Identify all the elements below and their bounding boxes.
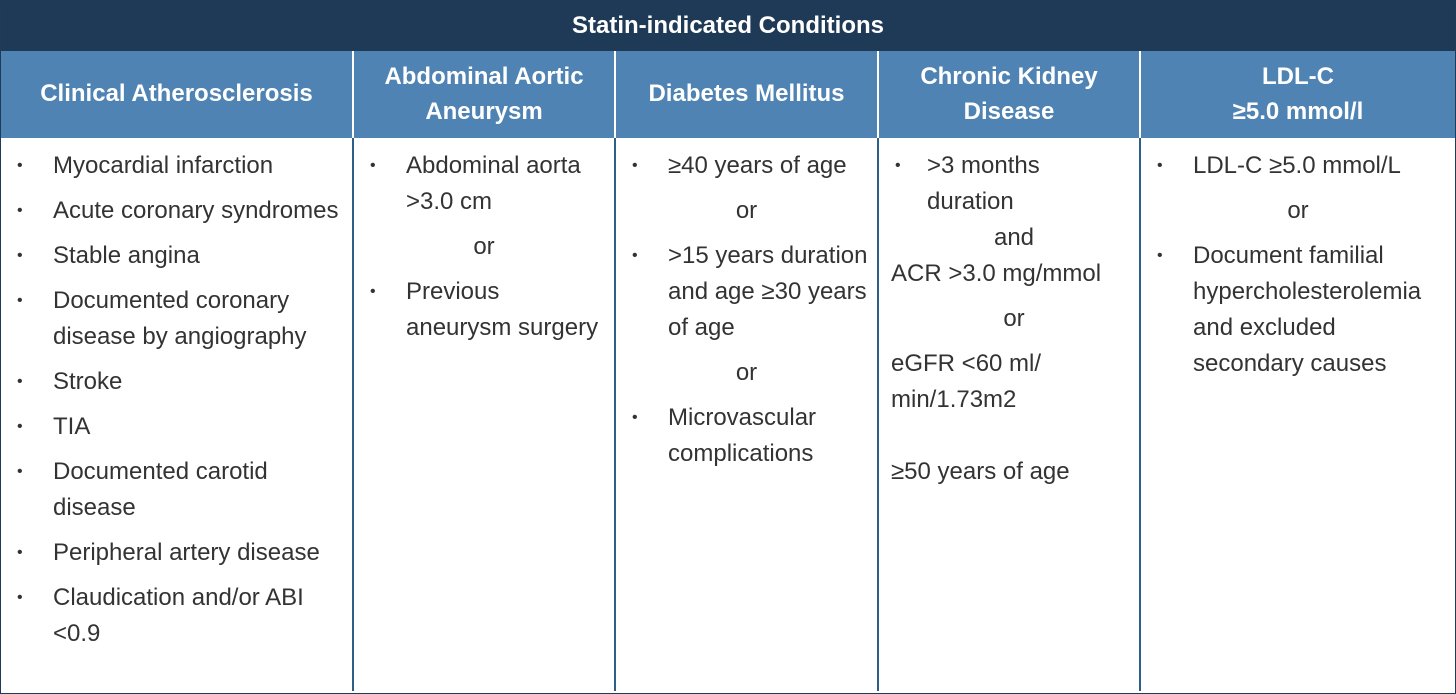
header-row: Clinical Atherosclerosis Abdominal Aorti… — [1, 51, 1455, 138]
ldl-cell: LDL-C ≥5.0 mmol/L or Document familial h… — [1141, 138, 1455, 691]
table-title: Statin-indicated Conditions — [1, 1, 1455, 51]
aneurysm-cell: Abdominal aorta >3.0 cm or Previous aneu… — [354, 138, 616, 691]
list-item: Documented carotid disease — [1, 454, 352, 526]
list-item: Documented coronary disease by angiograp… — [1, 283, 352, 355]
clinical-atherosclerosis-list: Myocardial infarction Acute coronary syn… — [1, 148, 352, 652]
list-item: Abdominal aorta >3.0 cm — [354, 148, 614, 220]
ldl-list-2: Document familial hypercholesterolemia a… — [1141, 238, 1455, 382]
list-item: Document familial hypercholesterolemia a… — [1141, 238, 1455, 382]
age-criterion: ≥50 years of age — [891, 458, 1070, 485]
list-item: Claudication and/or ABI <0.9 — [1, 580, 352, 652]
list-item: >15 years duration and age ≥30 years of … — [616, 238, 877, 346]
list-item: Stroke — [1, 364, 352, 400]
diabetes-cell: ≥40 years of age or >15 years duration a… — [616, 138, 879, 691]
or-separator: or — [473, 233, 495, 260]
list-item: Acute coronary syndromes — [1, 193, 352, 229]
header-abdominal-aortic-aneurysm: Abdominal Aortic Aneurysm — [354, 51, 616, 138]
list-item: Peripheral artery disease — [1, 535, 352, 571]
header-clinical-atherosclerosis: Clinical Atherosclerosis — [1, 51, 354, 138]
diabetes-list: ≥40 years of age — [616, 148, 877, 184]
list-item: TIA — [1, 409, 352, 445]
acr-criterion: ACR >3.0 mg/mmol — [891, 260, 1102, 287]
or-separator: or — [1003, 305, 1025, 332]
egfr-criterion: eGFR <60 ml/ min/1.73m2 — [891, 350, 1042, 413]
aneurysm-list-2: Previous aneurysm surgery — [354, 274, 614, 346]
or-separator: or — [1287, 197, 1309, 224]
aneurysm-list: Abdominal aorta >3.0 cm — [354, 148, 614, 220]
or-separator: or — [735, 197, 758, 224]
or-separator: or — [735, 359, 758, 386]
list-item: Myocardial infarction — [1, 148, 352, 184]
list-item: Microvascular complications — [616, 400, 877, 472]
ckd-list: >3 months duration — [879, 148, 1139, 220]
clinical-atherosclerosis-cell: Myocardial infarction Acute coronary syn… — [1, 138, 354, 691]
list-item: ≥40 years of age — [616, 148, 877, 184]
ckd-cell: >3 months duration and ACR >3.0 mg/mmol … — [879, 138, 1141, 691]
list-item: >3 months duration — [879, 148, 1139, 220]
list-item: Stable angina — [1, 238, 352, 274]
list-item: LDL-C ≥5.0 mmol/L — [1141, 148, 1455, 184]
list-item: Previous aneurysm surgery — [354, 274, 614, 346]
header-diabetes-mellitus: Diabetes Mellitus — [616, 51, 879, 138]
and-separator: and — [993, 224, 1035, 251]
body-row: Myocardial infarction Acute coronary syn… — [1, 138, 1455, 691]
header-chronic-kidney-disease: Chronic Kidney Disease — [879, 51, 1141, 138]
header-ldl-c: LDL-C ≥5.0 mmol/l — [1232, 62, 1364, 125]
diabetes-list-2: >15 years duration and age ≥30 years of … — [616, 238, 877, 346]
ldl-list: LDL-C ≥5.0 mmol/L — [1141, 148, 1455, 184]
diabetes-list-3: Microvascular complications — [616, 400, 877, 472]
